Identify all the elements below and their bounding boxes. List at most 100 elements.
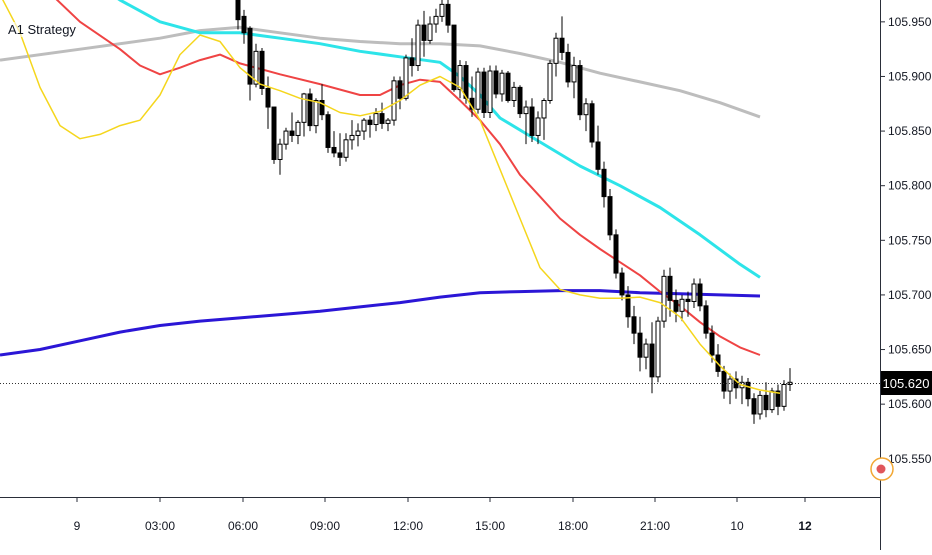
candle [703,300,709,339]
candle [415,19,421,71]
candle-body [481,71,487,114]
candle [481,67,487,118]
candle-body [703,305,709,334]
candle [445,0,451,33]
candle [679,294,685,322]
candle-body [325,114,331,148]
candle-body [319,99,325,116]
y-axis[interactable]: 105.950 105.900 105.850 105.800 105.750 105.7… [880,15,932,466]
candle-body [637,332,643,358]
y-tick-label: 105.950 [888,15,932,29]
candle-body [283,130,289,145]
candle [505,71,511,103]
candle [535,111,541,145]
candle [751,393,757,424]
candle-body [721,370,727,392]
candle [319,84,325,121]
candle-body [379,113,385,124]
candle-body [667,275,673,301]
candle-body [613,234,619,274]
candle-body [625,294,631,318]
candle [301,92,307,137]
candle-body [271,106,277,160]
candle [523,100,529,145]
candle-body [553,37,559,64]
candle-body [679,298,685,312]
alert-icon[interactable] [870,457,894,481]
candle [451,24,457,92]
x-axis[interactable]: 9 03:00 06:00 09:00 12:00 15:00 18:00 21:00 10 12 [74,497,812,533]
candle-body [373,113,379,126]
x-tick-label: 09:00 [310,519,340,533]
candle-body [547,62,553,101]
candle-body [343,139,349,158]
candle [727,373,733,405]
candle-body [649,343,655,378]
candle-body [307,93,313,127]
x-tick-label: 12:00 [393,519,423,533]
candle [475,67,481,114]
candle [331,131,337,158]
candle-body [727,378,733,392]
x-tick-label: 03:00 [145,519,175,533]
candle [583,98,589,132]
candle [277,138,283,175]
candle-body [691,283,697,302]
x-tick-label: 10 [730,519,744,533]
candle-body [415,24,421,67]
candle [487,65,493,118]
candle [421,10,427,57]
candle-body [697,283,703,307]
candle-body [337,152,343,158]
candle [283,127,289,150]
candle-body [331,146,337,154]
candle [571,56,577,99]
candle [337,133,343,167]
candle [673,289,679,323]
candle-body [403,57,409,99]
candle-body [541,99,547,119]
candle-body [247,27,253,85]
candle-body [487,70,493,114]
candle-body [289,130,295,136]
candle-body [457,65,463,91]
y-tick-label: 105.800 [888,179,932,193]
candle [289,112,295,142]
candle [607,188,613,241]
moving-averages-front [2,0,781,394]
candle [313,98,319,134]
candle-body [511,86,517,101]
candle-body [349,134,355,141]
candle-body [763,394,769,411]
candle-body [559,37,565,53]
candle-body [409,57,415,67]
candle [349,120,355,150]
strategy-label[interactable]: A1 Strategy [6,22,78,37]
candle-body [781,383,787,407]
ema-medium-line [55,0,761,356]
candle [325,111,331,153]
candle-body [607,196,613,236]
candle [649,322,655,394]
candle-body [661,275,667,322]
ema-slow-line [117,0,761,279]
candle-body [565,51,571,83]
candle [343,133,349,162]
candle [565,43,571,88]
candle-body [529,106,535,136]
candle [367,115,373,138]
candle [697,278,703,312]
candle-body [745,381,751,400]
candle [493,65,499,99]
candle-body [439,3,445,17]
candle-body [655,320,661,378]
candle [409,38,415,77]
candle [457,60,463,99]
candle-body [463,65,469,99]
candle-body [367,119,373,126]
candle-body [631,316,637,334]
candle-body [643,343,649,358]
candle [577,60,583,121]
